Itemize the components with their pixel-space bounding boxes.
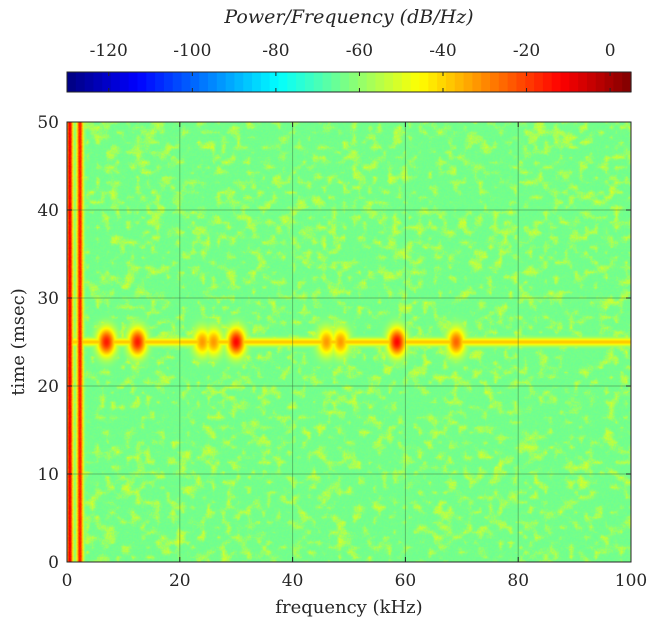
- colorbar-cell: [401, 72, 412, 92]
- colorbar-cell: [163, 72, 174, 92]
- colorbar-cell: [586, 72, 597, 92]
- colorbar-cell: [260, 72, 271, 92]
- colorbar-tick-label: -40: [429, 41, 456, 61]
- colorbar-frame: [66, 71, 632, 93]
- colorbar-cell: [578, 72, 588, 92]
- colorbar-tick-label: -60: [346, 41, 373, 61]
- colorbar-tick-label: -20: [513, 41, 540, 61]
- colorbar-cell: [428, 72, 438, 92]
- colorbar-cell: [137, 72, 147, 92]
- y-tick-label: 10: [37, 465, 59, 485]
- plot-frame: [66, 121, 632, 563]
- colorbar-cell: [111, 72, 121, 92]
- x-tick-label: 100: [615, 571, 647, 591]
- colorbar-cell: [331, 72, 341, 92]
- colorbar-cell: [349, 72, 359, 92]
- colorbar-cell: [172, 72, 183, 92]
- colorbar-cell: [252, 72, 262, 92]
- colorbar-cell: [604, 72, 614, 92]
- colorbar-cell: [366, 72, 377, 92]
- x-tick-label: 60: [395, 571, 417, 591]
- colorbar-cell: [322, 72, 332, 92]
- colorbar-cell: [93, 72, 103, 92]
- colorbar-cell: [357, 72, 368, 92]
- heatmap-container: [67, 122, 631, 562]
- colorbar-cell: [296, 72, 306, 92]
- colorbar-cell: [208, 72, 218, 92]
- colorbar-cell: [84, 72, 95, 92]
- colorbar-cell: [216, 72, 227, 92]
- colorbar-cell: [155, 72, 165, 92]
- x-tick-label: 80: [507, 571, 529, 591]
- y-axis-label: time (msec): [8, 288, 29, 396]
- colorbar-cell: [454, 72, 465, 92]
- colorbar-cell: [340, 72, 350, 92]
- colorbar-tick-label: -120: [90, 41, 128, 61]
- colorbar-cell: [472, 72, 482, 92]
- colorbar-cell: [498, 72, 509, 92]
- grid-lines: [67, 122, 631, 562]
- colorbar-cell: [551, 72, 562, 92]
- colorbar-cell: [569, 72, 579, 92]
- plot-area: [66, 121, 632, 563]
- colorbar-tick-marks: [108, 72, 611, 92]
- y-tick-label: 0: [48, 553, 59, 573]
- colorbar-cell: [225, 72, 236, 92]
- spectrogram-heatmap: [67, 122, 631, 562]
- colorbar-cell: [384, 72, 394, 92]
- colorbar-cell: [481, 72, 491, 92]
- colorbar-cell: [560, 72, 570, 92]
- colorbar-cell: [437, 72, 447, 92]
- colorbar-cell: [490, 72, 500, 92]
- y-tick-label: 20: [37, 377, 59, 397]
- colorbar-cell: [190, 72, 200, 92]
- colorbar-cell: [146, 72, 156, 92]
- colorbar: -120 -100 -80 -60 -40 -20 0: [66, 41, 632, 93]
- colorbar-cell: [613, 72, 623, 92]
- colorbar-cell: [181, 72, 191, 92]
- colorbar-cell: [445, 72, 456, 92]
- colorbar-cell: [410, 72, 421, 92]
- y-tick-label: 40: [37, 201, 59, 221]
- colorbar-title: Power/Frequency (dB/Hz): [223, 6, 473, 28]
- x-tick-label: 40: [282, 571, 304, 591]
- colorbar-tick-labels: -120 -100 -80 -60 -40 -20 0: [90, 41, 616, 61]
- y-tick-label: 30: [37, 289, 59, 309]
- colorbar-cell: [287, 72, 297, 92]
- colorbar-cell: [304, 72, 315, 92]
- colorbar-cell: [199, 72, 209, 92]
- y-tick-label: 50: [37, 113, 59, 133]
- y-tick-labels: 0 10 20 30 40 50: [37, 113, 59, 573]
- colorbar-cell: [313, 72, 324, 92]
- colorbar-cell: [595, 72, 606, 92]
- colorbar-cell: [375, 72, 385, 92]
- colorbar-cell: [542, 72, 553, 92]
- colorbar-cell: [278, 72, 288, 92]
- colorbar-tick-label: 0: [605, 41, 616, 61]
- x-axis-label: frequency (kHz): [275, 597, 422, 618]
- colorbar-cell: [75, 72, 86, 92]
- colorbar-cell: [516, 72, 526, 92]
- colorbar-cell: [419, 72, 429, 92]
- colorbar-cell: [119, 72, 130, 92]
- colorbar-cell: [463, 72, 473, 92]
- x-tick-label: 20: [169, 571, 191, 591]
- colorbar-cell: [534, 72, 544, 92]
- colorbar-cell: [525, 72, 535, 92]
- x-tick-label: 0: [62, 571, 73, 591]
- colorbar-tick-label: -100: [173, 41, 211, 61]
- colorbar-cell: [622, 72, 632, 92]
- colorbar-cell: [128, 72, 139, 92]
- colorbar-cell: [243, 72, 253, 92]
- colorbar-cell: [102, 72, 112, 92]
- colorbar-cell: [507, 72, 518, 92]
- colorbar-gradient: [67, 72, 632, 92]
- colorbar-tick-label: -80: [262, 41, 289, 61]
- colorbar-cell: [269, 72, 280, 92]
- colorbar-cell: [393, 72, 403, 92]
- colorbar-cell: [67, 72, 77, 92]
- x-tick-labels: 0 20 40 60 80 100: [62, 571, 648, 591]
- colorbar-cell: [234, 72, 244, 92]
